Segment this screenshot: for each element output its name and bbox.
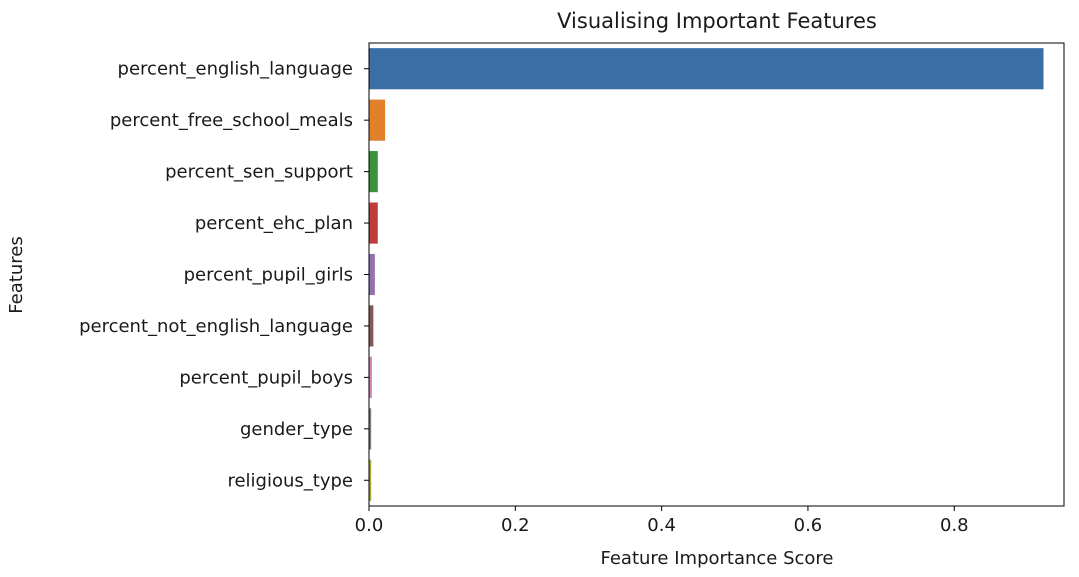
y-tick-label: percent_free_school_meals (110, 110, 353, 131)
chart-title: Visualising Important Features (557, 9, 877, 33)
bar-percent-free-school-meals (369, 99, 386, 141)
y-tick-labels: percent_english_language percent_free_sch… (79, 59, 369, 491)
bar-religious-type (369, 459, 372, 501)
x-ticks: 0.0 0.2 0.4 0.6 0.8 (355, 506, 969, 536)
y-axis-label: Features (6, 236, 27, 313)
y-tick-label: percent_not_english_language (79, 316, 353, 337)
bar-percent-not-english-language (369, 305, 374, 347)
y-tick-label: percent_english_language (118, 59, 353, 80)
x-tick-label: 0.2 (501, 515, 530, 536)
y-tick-label: religious_type (227, 470, 353, 491)
bars-group (369, 48, 1044, 501)
bar-percent-english-language (369, 48, 1044, 90)
y-tick-label: percent_ehc_plan (195, 213, 353, 234)
x-tick-label: 0.6 (794, 515, 823, 536)
y-tick-label: gender_type (240, 419, 353, 440)
x-tick-label: 0.8 (940, 515, 969, 536)
bar-percent-pupil-girls (369, 253, 375, 296)
bar-percent-pupil-boys (369, 356, 372, 398)
bar-gender-type (369, 408, 372, 450)
x-tick-label: 0.4 (647, 515, 676, 536)
bar-percent-sen-support (369, 151, 378, 193)
x-tick-label: 0.0 (355, 515, 384, 536)
x-axis-label: Feature Importance Score (600, 548, 833, 569)
y-tick-label: percent_pupil_boys (179, 367, 353, 388)
y-tick-label: percent_pupil_girls (184, 265, 353, 286)
bar-percent-ehc-plan (369, 202, 378, 244)
plot-frame (368, 42, 1065, 507)
y-tick-label: percent_sen_support (165, 162, 353, 183)
